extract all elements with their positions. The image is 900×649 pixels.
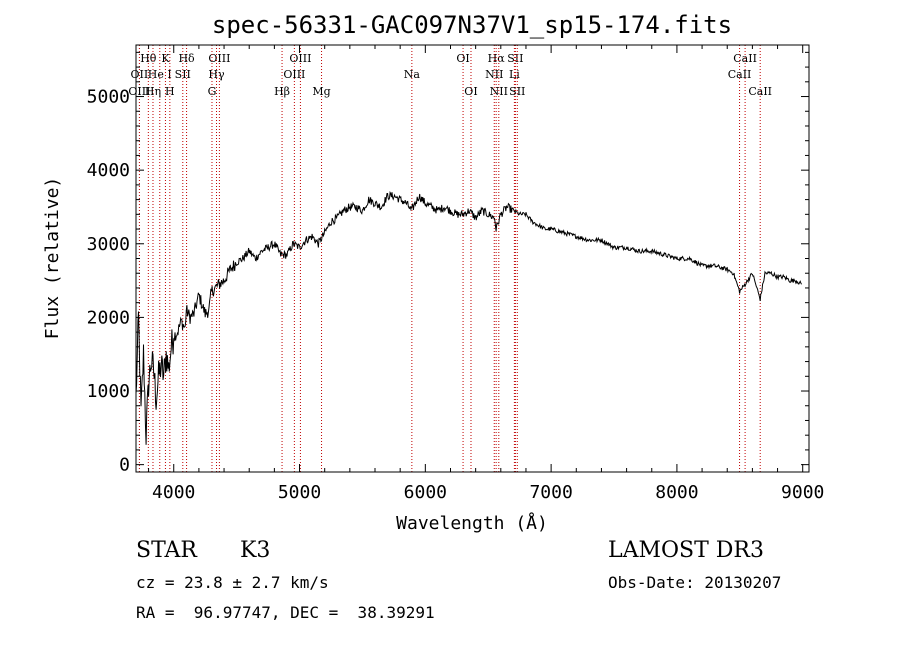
line-marker-label: Hβ <box>274 85 290 98</box>
line-marker-label: OI <box>464 85 477 98</box>
y-tick-label: 5000 <box>87 87 130 108</box>
line-marker-label: OII <box>131 68 149 81</box>
axes: 4000 5000 6000 7000 8000 9000 0 1000 2000 3000 400… <box>87 45 824 503</box>
line-marker-label: Mg <box>312 85 330 98</box>
x-tick-label: 6000 <box>404 482 447 503</box>
chart-title: spec-56331-GAC097N37V1_sp15-174.fits <box>212 11 732 39</box>
x-tick-label: 5000 <box>278 482 321 503</box>
redshift-value: cz = 23.8 ± 2.7 km/s <box>136 573 329 592</box>
line-marker-label: OIII <box>283 68 305 81</box>
line-marker-label: NII <box>485 68 503 81</box>
line-marker-label: Na <box>404 68 421 81</box>
y-tick-label: 3000 <box>87 234 130 255</box>
line-marker-label: Hδ <box>178 52 195 65</box>
line-marker-label: Hη <box>145 85 161 98</box>
survey-name: LAMOST DR3 <box>608 538 764 563</box>
line-marker-label: Li <box>509 68 520 81</box>
spectral-subclass: K3 <box>240 538 271 563</box>
line-marker-label: Hα <box>488 52 506 65</box>
line-marker-label: OIII <box>208 52 230 65</box>
line-marker-label: NII <box>490 85 508 98</box>
line-marker-label: CaII <box>728 68 752 81</box>
y-tick-label: 1000 <box>87 381 130 402</box>
line-marker-label: OI <box>456 52 469 65</box>
line-marker-label: H <box>165 85 175 98</box>
line-marker-label: CaII <box>733 52 757 65</box>
line-marker-label: OIII <box>289 52 311 65</box>
y-tick-label: 0 <box>119 455 130 476</box>
x-tick-label: 7000 <box>529 482 572 503</box>
line-marker-label: SII <box>507 52 523 65</box>
x-axis-label: Wavelength (Å) <box>396 512 548 534</box>
line-marker-label: OIII <box>128 85 150 98</box>
line-marker-label: SII <box>175 68 191 81</box>
coordinates: RA = 96.97747, DEC = 38.39291 <box>136 603 435 622</box>
line-marker-label: Hθ <box>140 52 157 65</box>
object-type: STAR <box>136 538 197 563</box>
line-marker-label: G <box>208 85 217 98</box>
line-marker-label: He I <box>148 68 172 81</box>
observation-date: Obs-Date: 20130207 <box>608 573 782 592</box>
line-marker-label: K <box>161 52 170 65</box>
x-tick-label: 8000 <box>655 482 698 503</box>
y-tick-label: 2000 <box>87 307 130 328</box>
flux-series-line <box>135 190 802 445</box>
y-axis-label: Flux (relative) <box>42 177 63 340</box>
y-tick-label: 4000 <box>87 160 130 181</box>
x-tick-label: 4000 <box>152 482 195 503</box>
line-marker-label: SII <box>509 85 525 98</box>
line-marker-label: Hγ <box>208 68 225 81</box>
plot-frame <box>135 44 810 473</box>
line-marker-label: CaII <box>748 85 772 98</box>
x-tick-label: 9000 <box>781 482 824 503</box>
